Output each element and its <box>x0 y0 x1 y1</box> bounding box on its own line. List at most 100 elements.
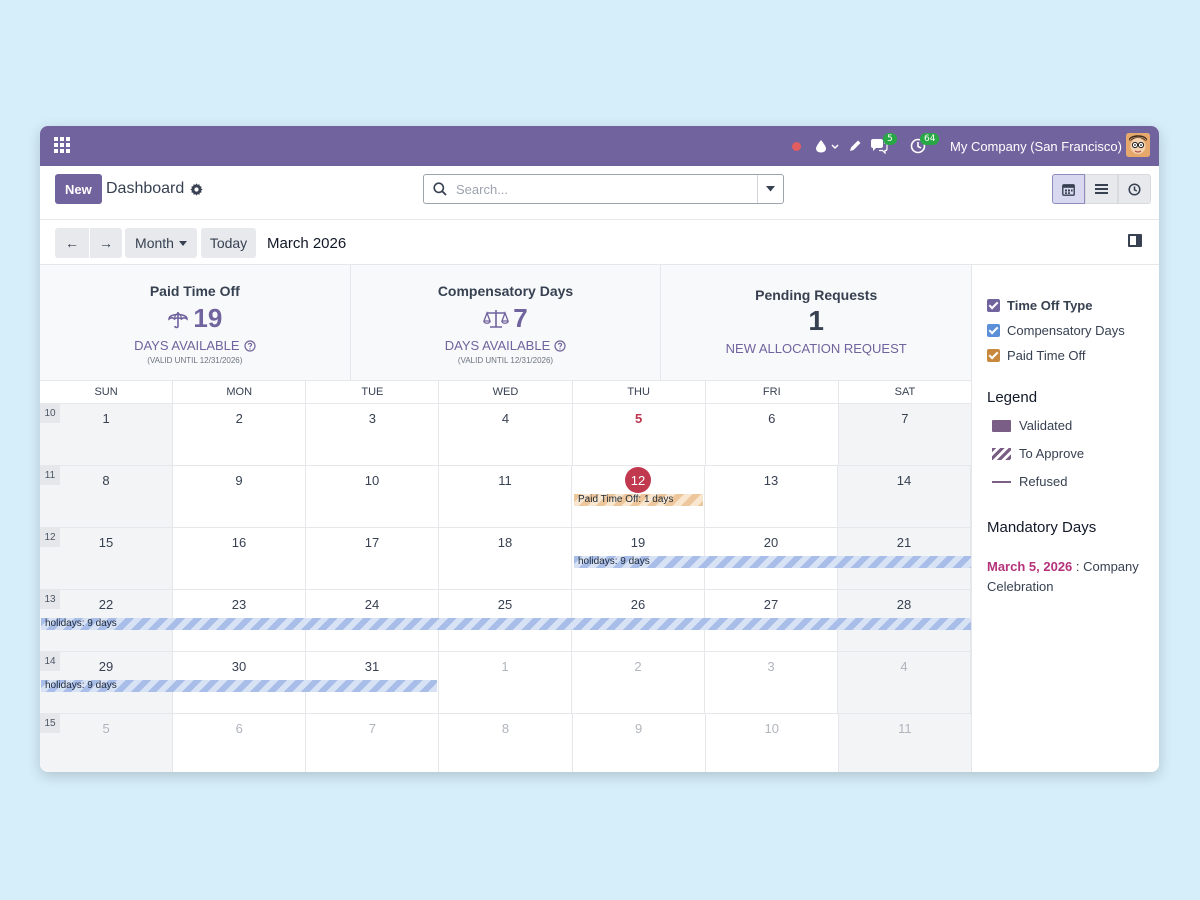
day-number: 9 <box>635 721 643 736</box>
paid-time-off-card[interactable]: Paid Time Off 19 DAYS AVAILABLE (VALID U… <box>40 265 351 380</box>
mandatory-day-separator: : <box>1072 559 1084 574</box>
list-view-button[interactable] <box>1085 174 1118 204</box>
day-number: 22 <box>98 597 114 612</box>
new-button[interactable]: New <box>55 174 102 204</box>
legend-item-refused: Refused <box>992 474 1067 489</box>
calendar-day-cell[interactable]: 9 <box>173 466 306 527</box>
week-number: 12 <box>40 528 60 547</box>
filter-time-off-type[interactable]: Time Off Type <box>987 298 1092 313</box>
calendar-day-cell[interactable]: 11 <box>439 466 572 527</box>
apps-menu-icon[interactable] <box>54 137 70 153</box>
activities-icon[interactable]: 64 <box>910 126 940 166</box>
pending-requests-card[interactable]: Pending Requests 1 NEW ALLOCATION REQUES… <box>661 265 971 380</box>
filter-paid-time-off[interactable]: Paid Time Off <box>987 348 1086 363</box>
calendar-day-cell[interactable]: 15 <box>40 528 173 589</box>
compensatory-days-card[interactable]: Compensatory Days 7 DAYS AVAILABLE (VALI… <box>351 265 662 380</box>
weekday-header-cell: WED <box>439 381 573 403</box>
day-number: 2 <box>235 411 243 426</box>
calendar-day-cell[interactable]: 6 <box>706 404 839 465</box>
next-button[interactable]: → <box>90 228 122 258</box>
calendar-day-cell[interactable]: 14 <box>838 466 971 527</box>
day-number: 30 <box>231 659 247 674</box>
legend-label: Validated <box>1019 418 1073 433</box>
activity-view-button[interactable] <box>1118 174 1151 204</box>
time-off-type-checkbox[interactable] <box>987 299 1000 312</box>
calendar-icon <box>1062 183 1075 196</box>
day-number: 2 <box>634 659 642 674</box>
calendar-day-cell[interactable]: 18 <box>439 528 572 589</box>
scale-dropdown[interactable]: Month <box>125 228 197 258</box>
month-calendar: SUN MON TUE WED THU FRI SAT 10 1 2 3 4 5… <box>40 381 971 772</box>
paid-time-off-label: DAYS AVAILABLE <box>134 338 240 353</box>
control-panel-top: New Dashboard <box>40 166 1159 220</box>
compensatory-days-checkbox[interactable] <box>987 324 1000 337</box>
day-number: 8 <box>102 473 110 488</box>
list-icon <box>1095 184 1108 194</box>
calendar-day-cell[interactable]: 13 <box>705 466 838 527</box>
new-allocation-request-link[interactable]: NEW ALLOCATION REQUEST <box>725 341 907 356</box>
holiday-event[interactable]: holidays: 9 days <box>41 680 437 692</box>
help-icon[interactable] <box>554 339 566 352</box>
user-avatar[interactable] <box>1126 133 1150 157</box>
day-number: 7 <box>368 721 376 736</box>
gear-icon[interactable] <box>190 182 203 196</box>
calendar-day-cell-other-month[interactable]: 7 <box>306 714 440 772</box>
filter-title: Time Off Type <box>1007 298 1093 313</box>
mandatory-day-name: Company Celebration <box>987 559 1139 594</box>
calendar-day-cell[interactable]: 10 <box>306 466 439 527</box>
calendar-week-row: 12 15 16 17 18 19 20 21 holidays: 9 days <box>40 527 971 589</box>
holiday-event[interactable]: holidays: 9 days <box>574 556 971 568</box>
calendar-day-cell[interactable]: 2 <box>173 404 307 465</box>
week-number: 15 <box>40 714 60 733</box>
calendar-view-button[interactable] <box>1052 174 1085 204</box>
weekday-header-cell: SUN <box>40 381 174 403</box>
period-title: March 2026 <box>267 235 347 252</box>
calendar-day-cell[interactable]: 4 <box>439 404 573 465</box>
search-options-toggle[interactable] <box>757 175 783 203</box>
calendar-day-cell-mandatory[interactable]: 5 <box>573 404 706 465</box>
breadcrumb-current: Dashboard <box>106 180 185 197</box>
drop-icon[interactable] <box>815 126 839 166</box>
calendar-day-cell-other-month[interactable]: 11 <box>838 714 971 772</box>
calendar-day-cell[interactable]: 16 <box>173 528 306 589</box>
day-number: 4 <box>900 659 908 674</box>
company-switcher[interactable]: My Company (San Francisco) <box>950 138 1122 154</box>
odoo-window: 5 64 My Company (San Francisco) New Dash… <box>40 126 1159 772</box>
calendar-day-cell-other-month[interactable]: 1 <box>439 652 572 713</box>
view-switcher <box>1052 174 1151 204</box>
paid-time-off-event[interactable]: Paid Time Off: 1 days <box>574 494 703 506</box>
calendar-day-cell[interactable]: 3 <box>306 404 440 465</box>
previous-button[interactable]: ← <box>55 228 89 258</box>
week-number: 14 <box>40 652 60 671</box>
calendar-day-cell[interactable]: 17 <box>306 528 439 589</box>
calendar-day-cell-other-month[interactable]: 6 <box>173 714 307 772</box>
recording-indicator-icon[interactable] <box>792 126 801 166</box>
pencil-icon[interactable] <box>848 126 862 166</box>
calendar-day-cell-other-month[interactable]: 2 <box>572 652 705 713</box>
calendar-day-cell-other-month[interactable]: 3 <box>705 652 838 713</box>
calendar-day-cell-today[interactable]: 12 <box>572 466 705 527</box>
messages-icon[interactable]: 5 <box>870 126 897 166</box>
side-panel-toggle-icon[interactable] <box>1128 234 1142 247</box>
calendar-day-cell[interactable]: 7 <box>838 404 971 465</box>
weekday-header-cell: SAT <box>894 386 916 398</box>
pending-requests-value: 1 <box>808 305 824 336</box>
search-bar <box>423 174 784 204</box>
calendar-day-cell-other-month[interactable]: 4 <box>838 652 971 713</box>
calendar-day-cell[interactable]: 31 <box>306 652 439 713</box>
calendar-day-cell[interactable]: 1 <box>40 404 174 465</box>
today-button[interactable]: Today <box>201 228 256 258</box>
day-number: 12 <box>630 473 646 488</box>
calendar-day-cell-other-month[interactable]: 10 <box>706 714 839 772</box>
filter-compensatory-days[interactable]: Compensatory Days <box>987 323 1125 338</box>
day-number: 27 <box>763 597 779 612</box>
search-input[interactable] <box>456 179 751 199</box>
calendar-day-cell-other-month[interactable]: 5 <box>40 714 174 772</box>
help-icon[interactable] <box>243 339 256 352</box>
calendar-day-cell-other-month[interactable]: 9 <box>573 714 706 772</box>
day-number: 14 <box>896 473 912 488</box>
paid-time-off-checkbox[interactable] <box>987 349 1000 362</box>
holiday-event[interactable]: holidays: 9 days <box>41 618 971 630</box>
calendar-day-cell-other-month[interactable]: 8 <box>439 714 573 772</box>
calendar-day-cell[interactable]: 8 <box>40 466 173 527</box>
